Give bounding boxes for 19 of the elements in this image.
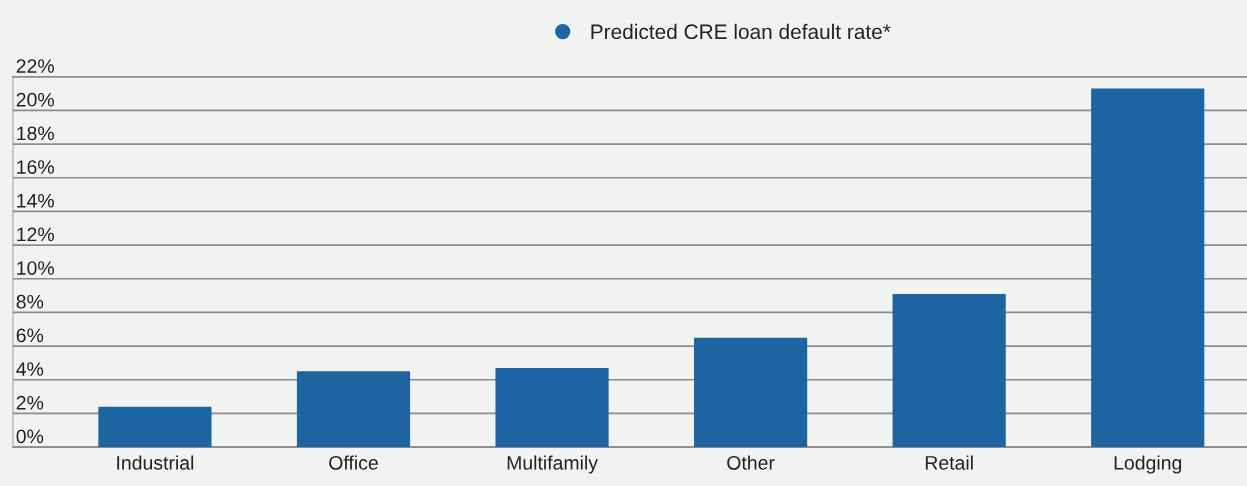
x-tick-label: Other [727, 455, 775, 470]
y-tick-label: 6% [16, 328, 44, 343]
y-tick-label: 10% [17, 261, 54, 275]
y-tick-label: 18% [17, 126, 54, 141]
x-tick-label: Multifamily [507, 455, 598, 474]
y-tick-label: 14% [17, 193, 54, 208]
y-tick-label: 2% [16, 395, 44, 410]
x-tick-label: Lodging [1114, 455, 1182, 474]
y-tick-label: 4% [16, 362, 44, 376]
y-tick-label: 20% [16, 92, 54, 107]
y-tick-label: 8% [16, 294, 44, 309]
y-tick-label: 0% [16, 429, 44, 444]
x-tick-label: Retail [925, 455, 973, 470]
legend-label: Predicted CRE loan default rate* [591, 23, 891, 40]
y-tick-label: 22% [16, 59, 54, 73]
y-tick-label: 12% [17, 227, 54, 242]
x-tick-label: Industrial [117, 455, 194, 470]
x-tick-label: Office [329, 455, 378, 470]
y-tick-label: 16% [17, 160, 54, 174]
